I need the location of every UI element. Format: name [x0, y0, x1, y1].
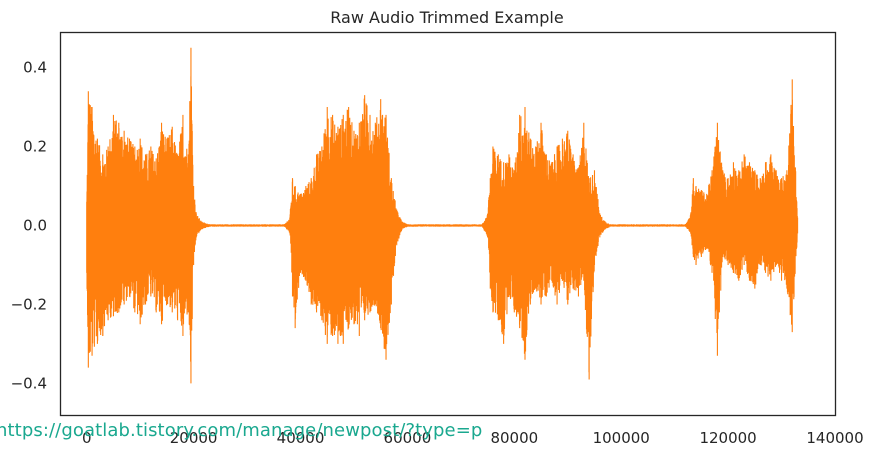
- x-tick-label: 140000: [806, 429, 863, 447]
- watermark-url: https://goatlab.tistory.com/manage/newpo…: [0, 420, 483, 441]
- x-axis-ticks: 0 20000 40000 60000 80000 100000 120000 140000: [82, 429, 864, 447]
- x-tick-label: 0: [82, 429, 92, 447]
- y-tick-label: −0.2: [11, 295, 47, 313]
- x-tick-label: 20000: [170, 429, 218, 447]
- waveform-series-line: [86, 47, 799, 384]
- y-axis-ticks: 0.4 0.2 0.0 −0.2 −0.4: [11, 59, 47, 393]
- x-tick-label: 80000: [490, 429, 538, 447]
- y-tick-label: −0.4: [11, 374, 47, 392]
- x-tick-label: 120000: [699, 429, 756, 447]
- y-tick-label: 0.4: [23, 59, 47, 77]
- x-tick-label: 40000: [277, 429, 325, 447]
- x-tick-label: 100000: [593, 429, 650, 447]
- y-tick-label: 0.2: [23, 138, 47, 156]
- y-tick-label: 0.0: [23, 216, 47, 234]
- x-tick-label: 60000: [384, 429, 432, 447]
- chart-title: Raw Audio Trimmed Example: [330, 8, 563, 27]
- plot-frame: [59, 31, 837, 417]
